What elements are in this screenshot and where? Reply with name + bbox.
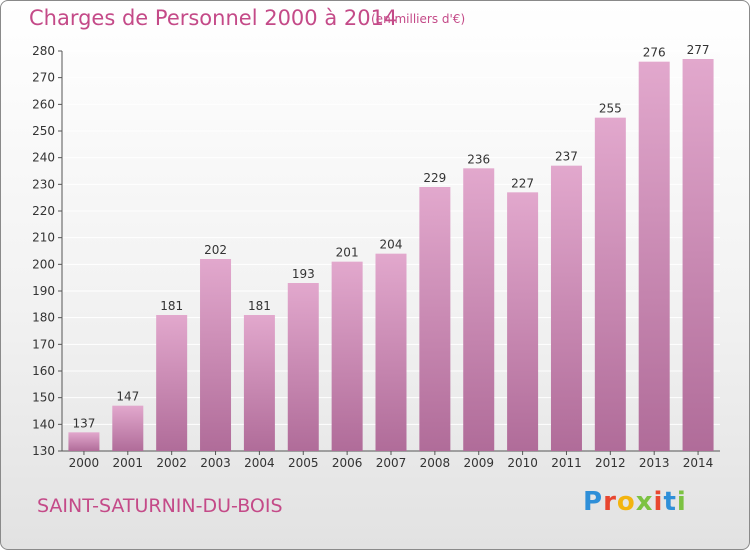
logo-letter: P [583, 487, 604, 517]
bar [682, 59, 714, 451]
y-tick-label: 220 [32, 204, 55, 218]
y-tick-label: 190 [32, 284, 55, 298]
data-label: 229 [423, 171, 446, 185]
bars [68, 59, 714, 452]
x-tick-label: 2004 [244, 456, 275, 470]
y-tick-label: 260 [32, 97, 55, 111]
data-label: 236 [467, 152, 490, 166]
x-tick-label: 2000 [69, 456, 100, 470]
bar [112, 405, 144, 451]
data-label: 181 [160, 299, 183, 313]
bar [550, 165, 582, 451]
y-tick-label: 140 [32, 417, 55, 431]
logo-letter: x [635, 487, 654, 517]
bar [638, 61, 670, 452]
data-label: 237 [555, 150, 578, 164]
logo-letter: i [653, 487, 664, 517]
x-tick-label: 2010 [507, 456, 538, 470]
bar [375, 253, 407, 451]
proxiti-logo: Proxiti [583, 487, 687, 517]
place-name: SAINT-SATURNIN-DU-BOIS [37, 495, 283, 517]
x-tick-label: 2006 [332, 456, 363, 470]
bar [594, 117, 626, 452]
y-tick-label: 250 [32, 124, 55, 138]
y-tick-label: 280 [32, 44, 55, 58]
x-tick-label: 2005 [288, 456, 319, 470]
data-label: 137 [72, 416, 95, 430]
data-label: 277 [687, 43, 710, 57]
data-labels: 137 147 181 202 181 193 201 204 229 236 227 237 255 2… [72, 43, 709, 430]
x-tick-label: 2014 [683, 456, 714, 470]
bar [68, 432, 100, 451]
x-tick-label: 2008 [420, 456, 451, 470]
x-tick-label: 2007 [376, 456, 407, 470]
data-label: 227 [511, 176, 534, 190]
y-tick-label: 240 [32, 151, 55, 165]
bar [200, 259, 232, 451]
x-tick-label: 2012 [595, 456, 626, 470]
x-tick-label: 2002 [156, 456, 187, 470]
bar [287, 283, 319, 451]
data-label: 201 [336, 246, 359, 260]
x-tick-label: 2009 [463, 456, 494, 470]
data-label: 147 [116, 390, 139, 404]
data-label: 276 [643, 46, 666, 60]
data-label: 202 [204, 243, 227, 257]
logo-letter: i [676, 487, 687, 517]
x-tick-labels: 2000 2001 2002 2003 2004 2005 2006 2007 2008 2009… [69, 451, 714, 470]
chart-unit: (en milliers d'€) [371, 12, 466, 26]
y-tick-labels: 130 140 150 160 170 180 190 200 210 220 230 240 250 2… [32, 44, 55, 458]
data-label: 193 [292, 267, 315, 281]
data-label: 204 [380, 238, 403, 252]
bar [243, 315, 275, 451]
bar [419, 187, 451, 451]
logo-letter: t [663, 487, 677, 517]
y-tick-label: 160 [32, 364, 55, 378]
bar [463, 168, 495, 452]
y-tick-label: 130 [32, 444, 55, 458]
y-tick-label: 150 [32, 391, 55, 405]
y-tick-label: 210 [32, 231, 55, 245]
x-tick-label: 2001 [113, 456, 144, 470]
bar [507, 192, 539, 452]
bar [156, 315, 188, 451]
logo-letter: o [616, 487, 636, 517]
chart-title: Charges de Personnel 2000 à 2014 [29, 6, 398, 30]
data-label: 255 [599, 102, 622, 116]
bar [331, 261, 363, 451]
x-tick-label: 2013 [639, 456, 670, 470]
data-label: 181 [248, 299, 271, 313]
logo-letter: r [603, 487, 617, 517]
y-tick-label: 270 [32, 71, 55, 85]
y-tick-label: 230 [32, 177, 55, 191]
y-tick-label: 200 [32, 257, 55, 271]
y-tick-label: 180 [32, 311, 55, 325]
y-tick-label: 170 [32, 337, 55, 351]
x-tick-label: 2011 [551, 456, 582, 470]
x-tick-label: 2003 [200, 456, 231, 470]
